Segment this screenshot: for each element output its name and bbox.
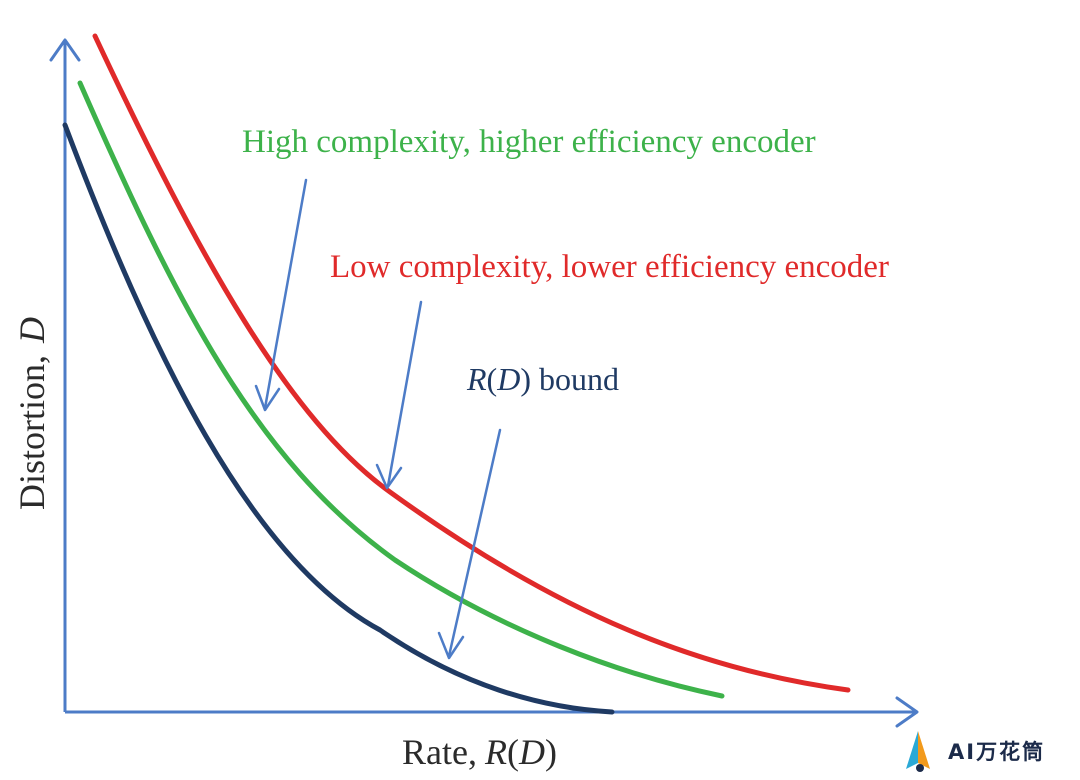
watermark-text: AI万花筒 <box>948 740 1046 764</box>
pointer-low-head <box>375 463 403 490</box>
x-axis-title-open: ( <box>507 732 519 772</box>
kaleidoscope-logo-icon <box>906 731 930 772</box>
y-axis-title-var: D <box>12 317 52 344</box>
curve-low-complexity <box>92 33 851 693</box>
label-rd-bound: R(D) bound <box>466 361 619 397</box>
label-rd-bound-var: R <box>466 361 487 397</box>
curves <box>62 33 851 715</box>
x-axis-title-var: R <box>484 732 507 772</box>
label-rd-bound-rest: bound <box>531 361 619 397</box>
watermark: AI万花筒 <box>900 728 1080 774</box>
pointer-low <box>386 300 423 488</box>
curve-high-complexity <box>77 80 725 699</box>
x-axis-title: Rate, R(D) <box>402 732 557 772</box>
pointers <box>254 178 502 660</box>
pointer-high <box>263 178 308 410</box>
pointer-high-head <box>254 384 281 412</box>
label-rd-bound-arg: D <box>496 361 520 397</box>
label-rd-bound-close: ) <box>520 361 531 397</box>
y-axis-arrowhead <box>49 38 81 62</box>
y-axis-title: Distortion, D <box>12 317 52 510</box>
label-rd-bound-open: ( <box>487 361 498 397</box>
x-axis-arrowhead <box>895 696 919 728</box>
pointer-bound-head <box>437 631 465 660</box>
x-axis-title-text: Rate, <box>402 732 477 772</box>
curve-rd-bound <box>62 122 615 715</box>
x-axis-title-arg: D <box>518 732 545 772</box>
y-axis-title-text: Distortion, <box>12 355 52 510</box>
label-high-complexity: High complexity, higher efficiency encod… <box>242 124 816 160</box>
pointer-bound <box>447 428 502 658</box>
x-axis-title-close: ) <box>545 732 557 772</box>
axes <box>49 38 919 728</box>
label-low-complexity: Low complexity, lower efficiency encoder <box>330 249 889 285</box>
